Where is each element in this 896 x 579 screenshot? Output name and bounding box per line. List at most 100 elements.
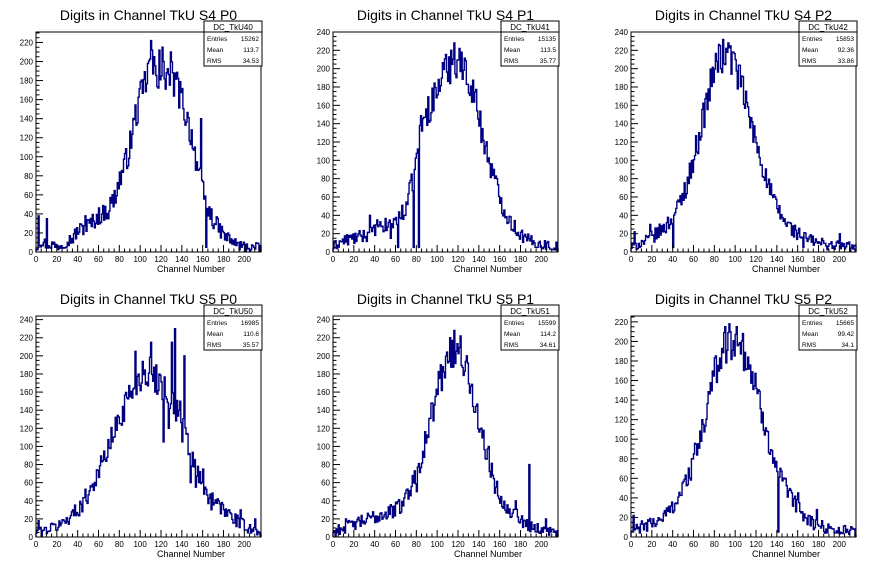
y-tick-label: 160	[615, 101, 629, 110]
y-tick-label: 220	[317, 46, 331, 55]
x-tick-label: 200	[833, 540, 847, 549]
stats-rms-value: 34.53	[243, 58, 260, 65]
stats-rms-label: RMS	[504, 58, 519, 65]
stats-mean-label: Mean	[802, 47, 819, 54]
histogram-line	[630, 323, 857, 537]
x-tick-label: 100	[430, 540, 444, 549]
x-tick-label: 160	[196, 255, 210, 264]
stats-entries-label: Entries	[504, 36, 525, 43]
x-tick-label: 180	[217, 540, 231, 549]
x-tick-label: 180	[217, 255, 231, 264]
y-tick-label: 140	[615, 396, 629, 405]
y-tick-label: 240	[615, 28, 629, 37]
x-tick-label: 120	[451, 255, 465, 264]
x-tick-label: 120	[451, 540, 465, 549]
y-tick-label: 40	[619, 494, 628, 503]
x-tick-label: 40	[73, 540, 82, 549]
x-tick-label: 20	[349, 540, 358, 549]
stats-mean-label: Mean	[207, 331, 224, 338]
stats-mean-value: 113.5	[540, 47, 556, 54]
stats-rms-value: 35.77	[540, 58, 557, 65]
y-tick-label: 80	[321, 175, 330, 184]
x-tick-label: 140	[175, 540, 189, 549]
x-tick-label: 40	[73, 255, 82, 264]
y-tick-label: 40	[24, 210, 33, 219]
y-tick-label: 120	[20, 134, 34, 143]
y-tick-label: 20	[24, 515, 33, 524]
stats-entries-label: Entries	[802, 320, 823, 327]
stats-mean-value: 114.2	[540, 331, 556, 338]
y-tick-label: 100	[317, 442, 331, 451]
panel-6: Digits in Channel TkU S5 P2 0 20 40 60 80 100 1…	[615, 291, 858, 559]
stats-name: DC_TkU51	[510, 307, 550, 316]
y-tick-label: 180	[317, 370, 331, 379]
x-tick-label: 100	[430, 255, 444, 264]
stats-rms-value: 34.61	[540, 342, 557, 349]
y-tick-label: 140	[615, 120, 629, 129]
y-tick-label: 20	[619, 513, 628, 522]
x-tick-label: 140	[175, 255, 189, 264]
x-tick-label: 100	[133, 255, 147, 264]
y-tick-label: 140	[20, 406, 34, 415]
x-tick-label: 60	[391, 255, 400, 264]
y-tick-label: 180	[20, 77, 34, 86]
y-tick-label: 220	[317, 334, 331, 343]
stats-box-frame	[203, 304, 263, 351]
stats-name: DC_TkU42	[808, 23, 848, 32]
stats-box: DC_TkU52 Entries 15665 Mean 99.42 RMS 34.1	[798, 304, 858, 351]
x-tick-label: 200	[238, 255, 252, 264]
y-tick-label: 20	[24, 229, 33, 238]
y-tick-label: 200	[317, 65, 331, 74]
x-tick-label: 180	[812, 540, 826, 549]
stats-entries-value: 16985	[241, 320, 259, 327]
y-tick-label: 160	[20, 388, 34, 397]
panel-title: Digits in Channel TkU S5 P0	[60, 291, 237, 307]
x-axis-label: Channel Number	[752, 264, 820, 274]
y-tick-label: 60	[619, 474, 628, 483]
stats-box: DC_TkU41 Entries 15135 Mean 113.5 RMS 35.77	[500, 20, 560, 67]
x-tick-label: 160	[791, 540, 805, 549]
histogram-line	[630, 38, 857, 252]
x-tick-label: 120	[749, 255, 763, 264]
x-tick-label: 80	[115, 540, 124, 549]
panel-title: Digits in Channel TkU S5 P2	[655, 291, 832, 307]
x-tick-label: 160	[493, 255, 507, 264]
stats-entries-label: Entries	[207, 36, 228, 43]
stats-rms-label: RMS	[207, 342, 222, 349]
x-tick-label: 20	[52, 255, 61, 264]
x-tick-label: 20	[349, 255, 358, 264]
y-tick-label: 200	[20, 352, 34, 361]
stats-entries-value: 15135	[538, 36, 556, 43]
x-tick-label: 200	[535, 255, 549, 264]
panel-title: Digits in Channel TkU S4 P2	[655, 7, 832, 23]
y-tick-label: 100	[20, 442, 34, 451]
y-tick-label: 20	[619, 230, 628, 239]
x-tick-label: 20	[647, 540, 656, 549]
panel-title: Digits in Channel TkU S5 P1	[357, 291, 534, 307]
y-tick-label: 180	[615, 357, 629, 366]
stats-entries-value: 15853	[836, 36, 854, 43]
y-tick-label: 80	[24, 172, 33, 181]
x-tick-label: 80	[710, 255, 719, 264]
histogram-line	[332, 329, 559, 537]
y-tick-label: 140	[317, 120, 331, 129]
panel-4: Digits in Channel TkU S5 P0 0 20 40 60 80 100 1…	[20, 291, 263, 559]
stats-entries-label: Entries	[802, 36, 823, 43]
stats-rms-value: 33.86	[838, 58, 855, 65]
panel-2: Digits in Channel TkU S4 P1 0 20 40 60 80 100 1…	[317, 7, 560, 274]
plot-frame	[35, 315, 262, 538]
histogram-line	[332, 42, 559, 252]
y-tick-label: 40	[619, 211, 628, 220]
x-tick-label: 60	[689, 255, 698, 264]
y-tick-label: 80	[619, 455, 628, 464]
x-tick-label: 140	[472, 540, 486, 549]
x-axis-label: Channel Number	[454, 549, 522, 559]
y-tick-label: 100	[615, 156, 629, 165]
x-tick-label: 80	[412, 540, 421, 549]
stats-rms-label: RMS	[504, 342, 519, 349]
y-tick-label: 180	[20, 370, 34, 379]
stats-name: DC_TkU40	[213, 23, 253, 32]
x-tick-label: 0	[629, 255, 634, 264]
stats-entries-value: 15262	[241, 36, 259, 43]
